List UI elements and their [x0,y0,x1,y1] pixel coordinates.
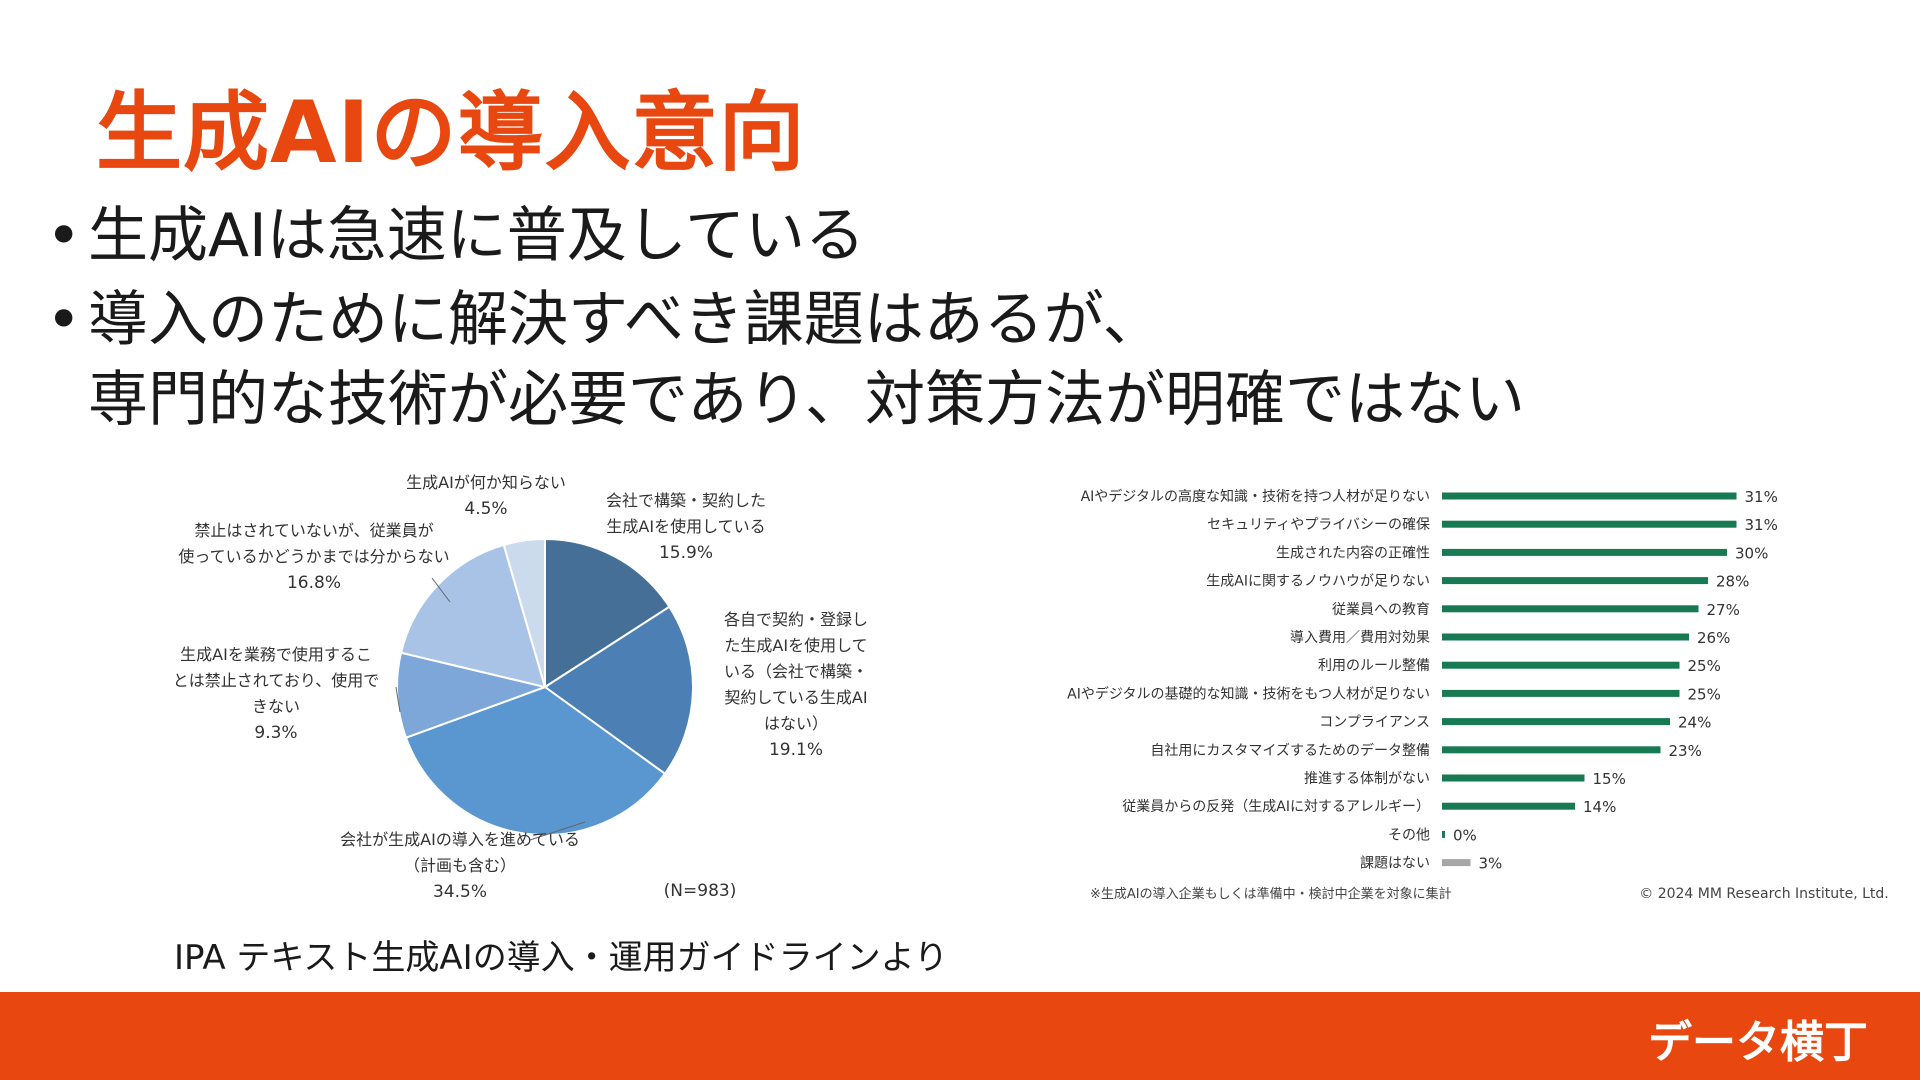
bullet-dot-icon: • [46,201,82,271]
bar-value-label: 25% [1688,657,1721,675]
bar-category-label: AIやデジタルの高度な知識・技術を持つ人材が足りない [1081,488,1430,505]
pie-slices [396,537,694,837]
bar-value-label: 23% [1669,742,1702,760]
pie-slice [544,537,671,689]
bar [1442,830,1445,838]
pie-leader-line [529,821,586,841]
pie-slice-label: 契約している生成AI [724,688,867,707]
pie-leader-line [431,577,451,603]
pie-slice-label: 生成AIを使用している [606,517,765,536]
bar-category-label: AIやデジタルの基礎的な知識・技術をもつ人材が足りない [1067,685,1430,702]
bar-category-label: 推進する体制がない [1304,771,1430,787]
bar-category-label: 利用のルール整備 [1318,658,1430,674]
bar-value-label: 31% [1745,488,1778,506]
bullet-line: 生成AIは急速に普及している [88,201,865,271]
pie-slice-label: 会社で構築・契約した [606,491,766,510]
bar-value-label: 14% [1583,798,1616,816]
bar-value-label: 15% [1593,770,1626,788]
bullet-line: 専門的な技術が必要であり、対策方法が明確ではない [88,365,1525,435]
bar [1442,746,1661,754]
pie-slice-value: 15.9% [659,543,713,563]
pie-slice-label: 生成AIが何か知らない [406,473,566,492]
bar [1442,661,1680,669]
pie-slice [543,605,694,776]
bar [1442,520,1737,528]
pie-leader-line [395,686,401,713]
bar [1442,774,1585,782]
bar-value-label: 26% [1697,629,1730,647]
pie-slice-value: 16.8% [287,573,341,593]
bar-category-label: コンプライアンス [1319,715,1430,731]
bullet-item: • 生成AIは急速に普及している [40,196,1840,276]
pie-sample-size-note: (N=983) [664,881,737,901]
pie-slice-label: 会社が生成AIの導入を進めている [340,830,580,849]
pie-slice-label: きない [252,697,300,716]
bar [1442,718,1670,726]
pie-slice-label: とは禁止されており、使用で [173,671,379,690]
bar [1442,859,1471,867]
bullet-item: • 導入のために解決すべき課題はあるが、 専門的な技術が必要であり、対策方法が明… [40,280,1840,440]
bar [1442,605,1699,613]
pie-slice-value: 9.3% [254,723,297,743]
bar-category-label: 従業員への教育 [1332,602,1430,618]
pie-slice-label: た生成AIを使用して [724,636,867,655]
pie-leader-lines [395,577,586,841]
bar-category-label: 生成された内容の正確性 [1276,544,1430,561]
bar-category-label: 導入費用／費用対効果 [1290,630,1430,646]
bar-footnote: ※生成AIの導入企業もしくは準備中・検討中企業を対象に集計 [1090,886,1452,902]
bar-value-label: 3% [1479,855,1503,873]
bullet-dot-icon: • [46,285,82,355]
bar-value-label: 0% [1453,826,1477,844]
bar-category-label: その他 [1388,827,1430,843]
bar-category-label: 自社用にカスタマイズするためのデータ整備 [1150,742,1430,759]
bar [1442,633,1689,641]
pie-slice [404,685,667,837]
bar [1442,492,1737,500]
bar-rows: AIやデジタルの高度な知識・技術を持つ人材が足りない 31% セキュリティやプライバ… [1067,488,1778,873]
pie-slice [399,543,547,689]
pie-slice-label: はない） [764,714,828,733]
bar [1442,548,1727,556]
pie-slice [502,537,546,688]
pie-slice-label: 生成AIを業務で使用するこ [180,645,372,664]
bar-category-label: 生成AIに関するノウハウが足りない [1206,574,1430,590]
pie-slice-label: 使っているかどうかまでは分からない [178,547,449,566]
bar-value-label: 31% [1745,516,1778,534]
pie-slice-value: 19.1% [769,740,823,760]
bar-copyright: © 2024 MM Research Institute, Ltd. [1639,886,1888,902]
bar [1442,689,1680,697]
pie-slice-label: （計画も含む） [404,856,516,875]
source-caption: IPA テキスト生成AIの導入・運用ガイドラインより [174,938,949,978]
bullet-line: 導入のために解決すべき課題はあるが、 [88,285,1163,355]
bar-value-label: 24% [1678,714,1711,732]
footer-bar: データ横丁 [0,992,1920,1080]
slide-title: 生成AIの導入意向 [96,83,806,183]
bar-chart: AIやデジタルの高度な知識・技術を持つ人材が足りない 31% セキュリティやプライバ… [1067,488,1889,902]
bar-category-label: 課題はない [1360,856,1430,872]
bar-category-label: セキュリティやプライバシーの確保 [1207,517,1430,533]
pie-slice-label: 禁止はされていないが、従業員が [194,521,433,540]
bar-value-label: 25% [1688,685,1721,703]
bar-value-label: 28% [1716,573,1749,591]
bar-value-label: 30% [1735,544,1768,562]
bar [1442,577,1708,585]
bar-category-label: 従業員からの反発（生成AIに対するアレルギー） [1122,799,1430,815]
pie-slice-label: いる（会社で構築・ [724,662,868,681]
footer-brand-logo: データ横丁 [1648,1017,1868,1068]
bullet-list: • 生成AIは急速に普及している • 導入のために解決すべき課題はあるが、 専門… [40,196,1840,444]
pie-slice-label: 各自で契約・登録し [724,610,868,629]
pie-slice-value: 34.5% [433,882,487,902]
bar-value-label: 27% [1707,601,1740,619]
bar [1442,802,1575,810]
pie-slice-value: 4.5% [464,499,507,519]
